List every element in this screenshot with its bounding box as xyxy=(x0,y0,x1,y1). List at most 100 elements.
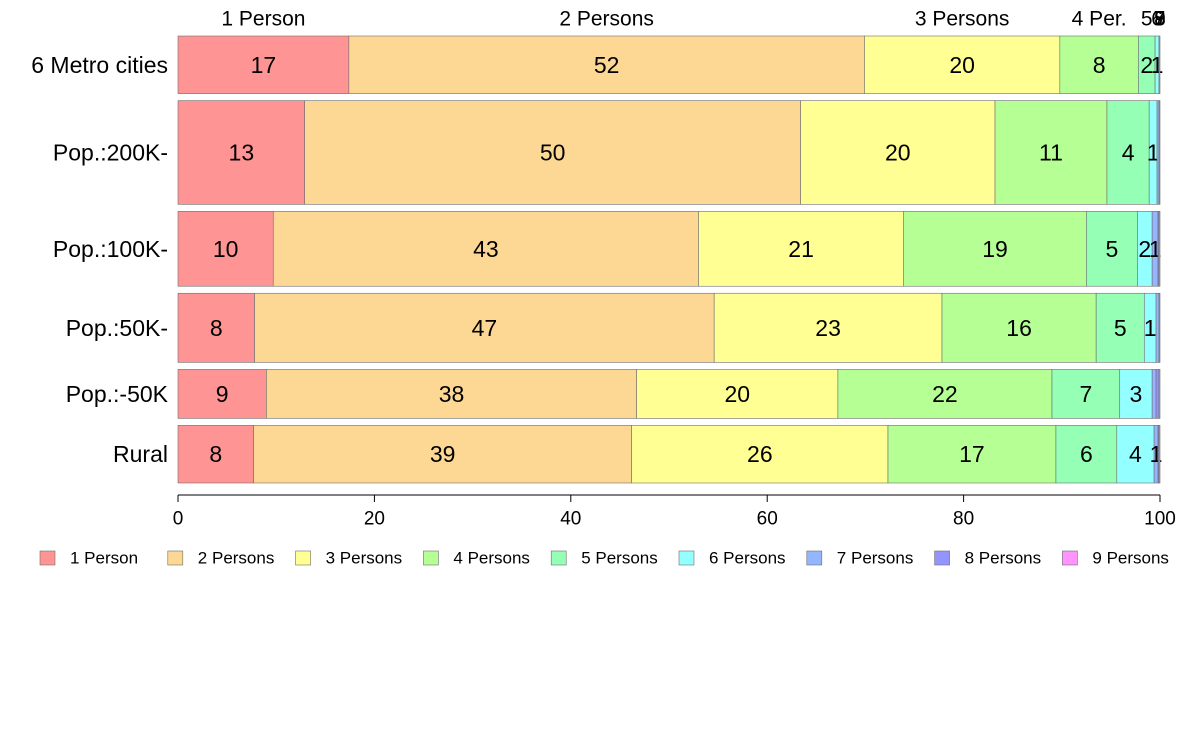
data-label-pop-50k-4-persons: 16 xyxy=(1006,315,1032,341)
bar-segment-pop-50k-8-persons xyxy=(1158,292,1161,363)
data-label-pop-100k-3-persons: 21 xyxy=(788,236,814,262)
data-label-pop-50k-6-persons: 1 xyxy=(1144,315,1157,341)
bar-segment-pop-50k-1-person xyxy=(177,369,267,419)
x-axis: 0 20 40 60 80 100 xyxy=(173,494,1176,530)
bar-segment-pop-50k-2-persons xyxy=(266,369,637,419)
legend-item-4-persons: 4 Persons xyxy=(423,549,530,568)
bar-segment-6-metro-cities-7-persons xyxy=(1158,35,1161,94)
bar-segment-pop-100k-5-persons xyxy=(1086,211,1138,287)
bar-segment-pop-50k-5-persons xyxy=(1095,292,1145,363)
data-label-pop-50k-2-persons: 38 xyxy=(439,381,465,407)
x-tick-label-0: 0 xyxy=(173,509,184,530)
row-labels: 6 Metro cities Pop.:200K- Pop.:100K- Pop.:5… xyxy=(31,52,168,467)
legend: 1 Person 2 Persons 3 Persons 4 Persons 5 Per… xyxy=(39,549,1169,568)
data-label-6-metro-cities-5-persons: 2 xyxy=(1140,52,1153,78)
bar-segment-pop-50k-2-persons xyxy=(254,292,715,363)
bar-segment-pop-100k-3-persons xyxy=(698,211,905,287)
data-label-pop-200k-6-persons: 1 xyxy=(1147,139,1160,165)
legend-item-5-persons: 5 Persons xyxy=(550,549,658,568)
legend-label-3-persons: 3 Persons xyxy=(326,549,403,568)
top-label-6-persons: 6 xyxy=(1151,8,1163,31)
legend-item-6-persons: 6 Persons xyxy=(678,549,786,568)
bar-segment-pop-50k-6-persons xyxy=(1119,369,1153,419)
bar-segment-pop-200k-8-persons xyxy=(1158,100,1161,205)
data-label-rural-2-persons: 39 xyxy=(430,441,456,467)
bar-segment-rural-9-persons xyxy=(1158,425,1161,484)
data-label-pop-50k-1-person: 8 xyxy=(210,315,223,341)
legend-swatch-2-persons xyxy=(167,550,184,566)
legend-item-3-persons: 3 Persons xyxy=(295,549,403,568)
legend-swatch-7-persons xyxy=(806,550,823,566)
legend-swatch-4-persons xyxy=(423,550,439,566)
data-label-6-metro-cities-4-persons: 8 xyxy=(1093,52,1106,78)
bar-segment-6-metro-cities-2-persons xyxy=(348,35,865,94)
data-label-pop-100k-5-persons: 5 xyxy=(1105,236,1118,262)
data-label-pop-50k-5-persons: 7 xyxy=(1079,381,1092,407)
bar-segment-6-metro-cities-3-persons xyxy=(864,35,1061,94)
top-label-9-persons: 9 xyxy=(1154,8,1166,31)
top-label-4-persons: 4 Per. xyxy=(1072,8,1127,31)
bar-segment-6-metro-cities-4-persons xyxy=(1059,35,1139,94)
row-label-6-metro-cities: 6 Metro cities xyxy=(31,52,168,78)
legend-label-1-person: 1 Person xyxy=(70,549,138,568)
bar-segment-pop-100k-9-persons xyxy=(1158,211,1161,287)
top-label-2-persons: 2 Persons xyxy=(559,8,654,31)
legend-swatch-5-persons xyxy=(550,550,567,566)
legend-label-5-persons: 5 Persons xyxy=(581,549,658,568)
top-label-8-persons: 8 xyxy=(1154,8,1166,31)
data-label-pop-100k-6-persons: 2 xyxy=(1138,236,1151,262)
data-label-6-metro-cities-6-persons: 1 xyxy=(1151,52,1164,78)
bar-segment-pop-50k-8-persons xyxy=(1155,369,1160,419)
data-label-pop-50k-3-persons: 23 xyxy=(815,315,841,341)
bar-segment-pop-50k-3-persons xyxy=(636,369,839,419)
top-label-7-persons: 7 xyxy=(1154,8,1166,31)
data-label-pop-50k-5-persons: 5 xyxy=(1114,315,1127,341)
bar-segment-rural-3-persons xyxy=(631,425,889,484)
data-label-pop-200k-4-persons: 11 xyxy=(1039,139,1063,165)
x-tick-label-80: 80 xyxy=(953,509,974,530)
data-label-6-metro-cities-2-persons: 52 xyxy=(594,52,620,78)
bar-segment-pop-200k-4-persons xyxy=(994,100,1108,205)
bar-segment-6-metro-cities-1-person xyxy=(177,35,350,94)
data-label-pop-100k-1-person: 10 xyxy=(213,236,239,262)
data-label-pop-50k-4-persons: 22 xyxy=(932,381,958,407)
row-label-pop-50k: Pop.:-50K xyxy=(66,381,169,407)
bar-segment-pop-50k-4-persons xyxy=(837,369,1053,419)
bar-segment-pop-50k-7-persons xyxy=(1155,292,1160,363)
x-tick-label-60: 60 xyxy=(757,509,778,530)
data-label-pop-50k-1-person: 9 xyxy=(216,381,229,407)
legend-swatch-6-persons xyxy=(678,550,695,566)
data-label-pop-200k-3-persons: 20 xyxy=(885,139,911,165)
data-label-pop-200k-5-persons: 4 xyxy=(1122,139,1135,165)
row-label-pop-100k: Pop.:100K- xyxy=(53,236,168,262)
x-tick-label-40: 40 xyxy=(560,509,581,530)
bar-segment-pop-200k-1-person xyxy=(177,100,305,205)
bar-segment-pop-200k-3-persons xyxy=(800,100,996,205)
legend-label-8-persons: 8 Persons xyxy=(965,549,1042,568)
legend-swatch-8-persons xyxy=(934,550,950,566)
legend-label-6-persons: 6 Persons xyxy=(709,549,786,568)
row-label-pop-50k: Pop.:50K- xyxy=(66,315,168,341)
data-label-6-metro-cities-1-person: 17 xyxy=(251,52,277,78)
data-label-pop-50k-6-persons: 3 xyxy=(1130,381,1143,407)
data-label-rural-6-persons: 4 xyxy=(1129,441,1142,467)
legend-item-2-persons: 2 Persons xyxy=(167,549,274,568)
legend-item-9-persons: 9 Persons xyxy=(1062,549,1169,568)
row-label-pop-200k: Pop.:200K- xyxy=(53,139,168,165)
bar-segment-rural-6-persons xyxy=(1116,425,1155,484)
data-label-pop-100k-2-persons: 43 xyxy=(473,236,499,262)
data-label-rural-5-persons: 6 xyxy=(1080,441,1093,467)
bar-segment-pop-100k-1-person xyxy=(177,211,274,287)
data-label-pop-200k-1-person: 13 xyxy=(229,139,255,165)
data-label-rural-4-persons: 17 xyxy=(959,441,985,467)
data-label-rural-3-persons: 26 xyxy=(747,441,773,467)
row-label-rural: Rural xyxy=(113,441,168,467)
bar-segment-pop-50k-1-person xyxy=(177,292,255,363)
bar-segment-pop-100k-2-persons xyxy=(272,211,699,287)
x-tick-label-20: 20 xyxy=(364,509,385,530)
bar-segment-pop-50k-5-persons xyxy=(1051,369,1121,419)
legend-label-7-persons: 7 Persons xyxy=(837,549,914,568)
